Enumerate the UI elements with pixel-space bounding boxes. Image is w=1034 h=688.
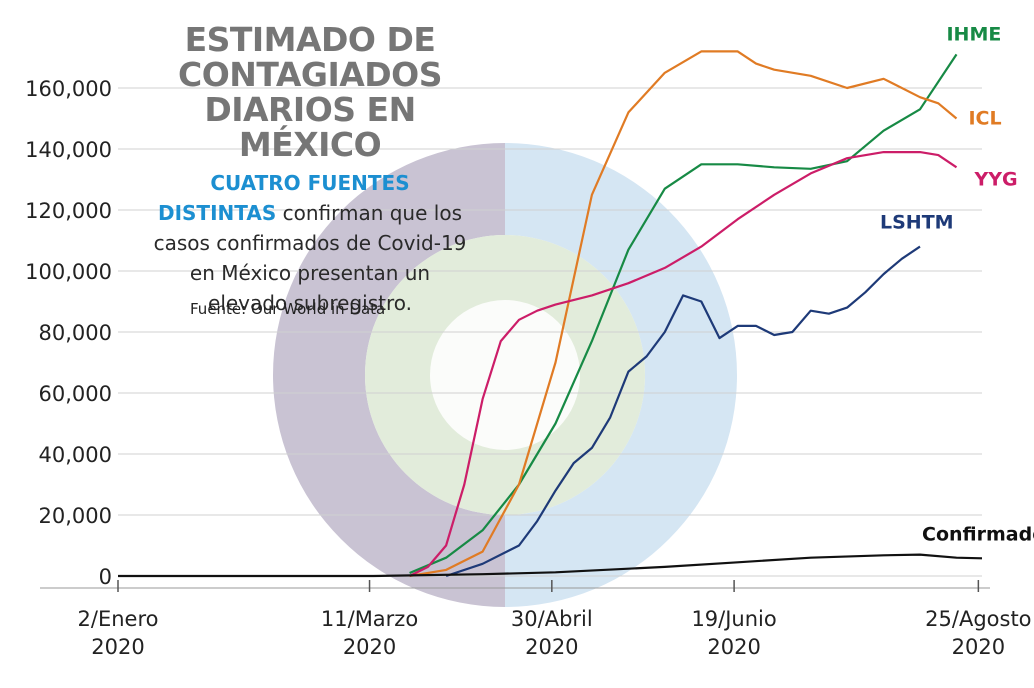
logo-left-arc <box>273 143 505 607</box>
x-tick-year: 2020 <box>91 635 144 659</box>
logo-center <box>430 300 580 450</box>
x-tick-label: 19/Junio <box>691 607 776 631</box>
series-line-confirmados <box>118 553 983 578</box>
x-tick-year: 2020 <box>525 635 578 659</box>
y-tick-label: 40,000 <box>39 443 112 467</box>
series-labels: IHME ICL YYG LSHTM Confirmados <box>880 23 1034 545</box>
y-tick-label: 60,000 <box>39 382 112 406</box>
series-lines <box>118 50 983 578</box>
chart-subtitle: CUATRO FUENTES DISTINTAS confirman que l… <box>150 168 470 318</box>
series-label-confirmados: Confirmados <box>922 523 1034 545</box>
source-note: Fuente: Our World in Data <box>190 300 386 318</box>
y-tick-label: 100,000 <box>25 260 112 284</box>
x-tick-label: 25/Agosto <box>925 607 1031 631</box>
y-tick-label: 0 <box>99 565 112 589</box>
x-axis: 2/Enero 2020 11/Marzo 2020 30/Abril 2020 19/Ju… <box>40 580 1032 659</box>
y-tick-label: 120,000 <box>25 199 112 223</box>
series-line-lshtm <box>445 245 921 578</box>
x-tick-label: 30/Abril <box>511 607 593 631</box>
y-tick-label: 160,000 <box>25 77 112 101</box>
y-tick-label: 140,000 <box>25 138 112 162</box>
series-line-icl <box>409 50 958 578</box>
x-tick-year: 2020 <box>952 635 1005 659</box>
y-axis: 0 20,000 40,000 60,000 80,000 100,000 120,000 1… <box>25 77 982 589</box>
subtitle-text: confirman que los casos confirmados de C… <box>153 201 467 315</box>
series-line-yyg <box>409 151 958 577</box>
title-line: CONTAGIADOS <box>178 55 443 94</box>
series-label-icl: ICL <box>968 108 1001 130</box>
series-label-ihme: IHME <box>946 23 1001 45</box>
x-tick-label: 11/Marzo <box>321 607 418 631</box>
series-label-yyg: YYG <box>973 168 1017 190</box>
chart-title: ESTIMADO DE CONTAGIADOS DIARIOS EN MÉXIC… <box>150 22 470 162</box>
y-tick-label: 80,000 <box>39 321 112 345</box>
y-tick-label: 20,000 <box>39 504 112 528</box>
x-tick-year: 2020 <box>343 635 396 659</box>
title-line: DIARIOS EN MÉXICO <box>204 90 416 164</box>
title-line: ESTIMADO DE <box>184 20 436 59</box>
x-tick-label: 2/Enero <box>78 607 159 631</box>
x-tick-year: 2020 <box>707 635 760 659</box>
series-label-lshtm: LSHTM <box>880 212 954 234</box>
subtitle-highlight: CUATRO FUENTES DISTINTAS <box>157 171 410 225</box>
series-line-ihme <box>409 53 958 575</box>
title-block: ESTIMADO DE CONTAGIADOS DIARIOS EN MÉXIC… <box>150 22 470 318</box>
